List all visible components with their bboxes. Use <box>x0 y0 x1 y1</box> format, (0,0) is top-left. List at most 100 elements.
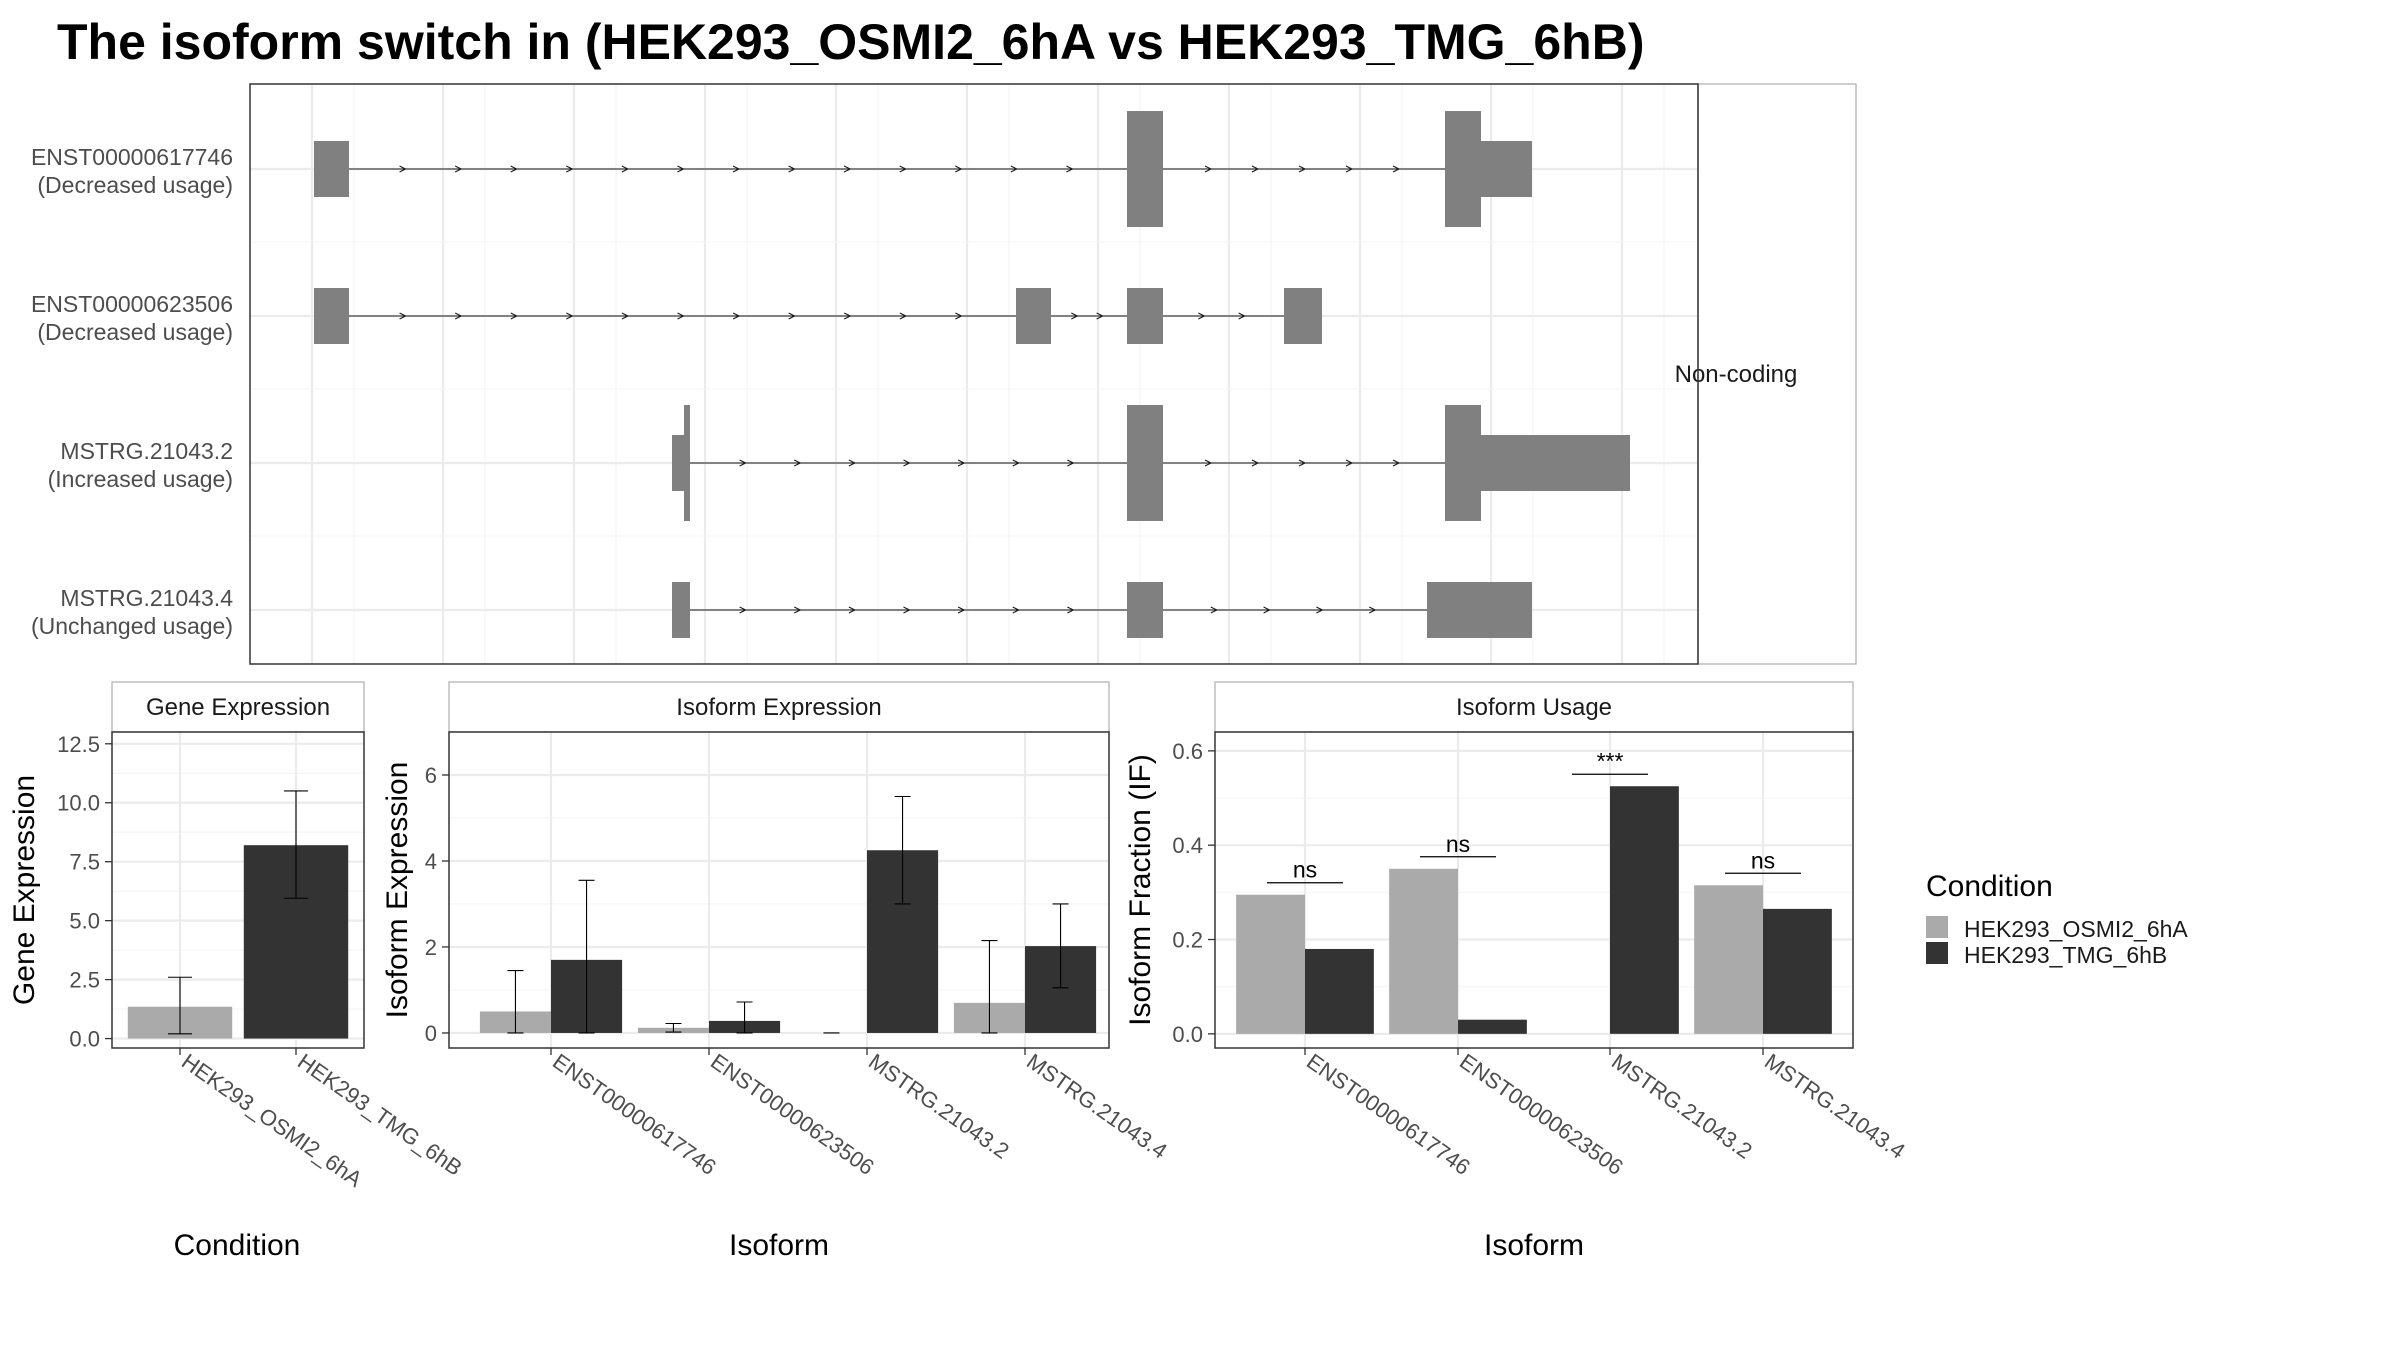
isoform-expression-xtick-label: ENST00000623506 <box>706 1049 879 1180</box>
isoform-expression-xtick-label: ENST00000617746 <box>548 1049 721 1180</box>
isoform-usage-significance-label: ns <box>1751 847 1775 873</box>
isoform-usage-panel-border <box>1214 731 1854 1049</box>
structure-strip-background <box>1697 83 1857 665</box>
intron-arrow <box>510 165 518 173</box>
intron-arrow <box>454 165 463 173</box>
intron-arrow <box>844 312 852 320</box>
transcript-usage-label: (Increased usage) <box>48 466 233 492</box>
intron-arrow <box>955 165 963 173</box>
isoform-usage-bar <box>1458 1019 1527 1034</box>
intron-arrow <box>1067 606 1075 614</box>
intron-arrow <box>1012 459 1020 467</box>
transcript-name-label: MSTRG.21043.2 <box>60 438 233 464</box>
exon-block <box>1445 405 1481 521</box>
intron-arrow <box>1263 606 1271 614</box>
legend-label-osmi2: HEK293_OSMI2_6hA <box>1964 916 2188 942</box>
intron-arrow <box>732 165 741 173</box>
intron-arrow <box>677 165 685 173</box>
intron-arrow <box>739 459 747 467</box>
intron-arrow <box>1298 165 1307 173</box>
intron-arrow <box>955 312 963 320</box>
intron-arrow <box>1066 165 1074 173</box>
intron-arrow <box>899 312 908 320</box>
intron-arrow <box>1012 606 1020 614</box>
legend-label-tmg: HEK293_TMG_6hB <box>1964 942 2167 968</box>
intron-arrow <box>788 165 796 173</box>
transcript-usage-label: (Decreased usage) <box>37 319 233 345</box>
intron-arrow <box>454 312 463 320</box>
intron-arrow <box>566 165 574 173</box>
isoform-usage-xtick-label: ENST00000623506 <box>1455 1049 1628 1180</box>
intron-arrow <box>1251 459 1260 467</box>
intron-arrow <box>957 606 966 614</box>
intron-arrow <box>1345 165 1354 173</box>
isoform-expression-ytick-label: 4 <box>425 849 437 874</box>
isoform-usage-xtick-label: MSTRG.21043.4 <box>1760 1049 1910 1164</box>
legend-title: Condition <box>1926 870 2053 903</box>
isoform-usage-x-axis-title: Isoform <box>1484 1229 1584 1262</box>
isoform-expression-chart: Isoform Expression 0 2 4 6 ENST00000617746ENS… <box>381 681 1172 1262</box>
intron-arrow <box>1392 459 1401 467</box>
gene-expression-ytick-label: 12.5 <box>57 732 100 757</box>
isoform-usage-ytick-label: 0.0 <box>1172 1022 1203 1047</box>
exon-block <box>1016 288 1051 344</box>
intron-arrow <box>903 606 911 614</box>
transcript-name-label: ENST00000617746 <box>31 144 233 170</box>
gene-expression-ytick-label: 5.0 <box>69 909 100 934</box>
isoform-usage-ytick-label: 0.2 <box>1172 928 1203 953</box>
isoform-expression-ytick-label: 6 <box>425 763 437 788</box>
isoform-expression-strip-title: Isoform Expression <box>676 694 881 721</box>
isoform-expression-xtick-label: MSTRG.21043.4 <box>1022 1049 1172 1164</box>
exon-block <box>314 288 349 344</box>
structure-panel-border <box>249 83 1699 665</box>
isoform-expression-xtick-label: MSTRG.21043.2 <box>864 1049 1014 1164</box>
gene-expression-ytick-label: 0.0 <box>69 1027 100 1052</box>
structure-strip-label: Non-coding <box>1675 361 1798 388</box>
intron-arrow <box>1316 606 1324 614</box>
gene-expression-ytick-label: 7.5 <box>69 850 100 875</box>
isoform-expression-panel-border <box>448 731 1110 1049</box>
isoform-usage-bar <box>1694 885 1763 1034</box>
transcript-name-label: MSTRG.21043.4 <box>60 585 233 611</box>
gene-expression-y-axis-title: Gene Expression <box>8 775 41 1005</box>
intron-arrow <box>1204 165 1213 173</box>
exon-block <box>672 582 690 638</box>
gene-expression-x-axis-title: Condition <box>174 1229 301 1262</box>
isoform-usage-bar <box>1389 868 1458 1034</box>
intron-arrow <box>1010 165 1019 173</box>
figure-title: The isoform switch in (HEK293_OSMI2_6hA … <box>57 14 1644 70</box>
intron-arrow <box>566 312 574 320</box>
legend-swatch-osmi2 <box>1926 916 1948 938</box>
intron-arrow <box>848 459 857 467</box>
intron-arrow <box>1298 459 1307 467</box>
isoform-usage-ytick-label: 0.6 <box>1172 739 1203 764</box>
isoform-usage-bar <box>1236 894 1305 1034</box>
intron-arrow <box>788 312 796 320</box>
isoform-usage-significance-label: ns <box>1446 831 1470 857</box>
intron-arrow <box>510 312 518 320</box>
intron-arrow <box>739 606 747 614</box>
intron-arrow <box>843 165 852 173</box>
exon-block <box>1284 288 1322 344</box>
legend-swatch-tmg <box>1926 942 1948 964</box>
intron-arrow <box>1210 606 1219 614</box>
exon-block <box>1127 288 1163 344</box>
isoform-expression-ytick-label: 2 <box>425 935 437 960</box>
intron-arrow <box>1096 312 1104 320</box>
intron-arrow <box>1067 459 1075 467</box>
intron-arrow <box>621 312 630 320</box>
intron-arrow <box>794 606 802 614</box>
exon-block <box>684 405 690 521</box>
gene-expression-panel-border <box>111 731 365 1049</box>
isoform-usage-ytick-label: 0.4 <box>1172 833 1203 858</box>
exon-block <box>1427 582 1532 638</box>
isoform-usage-significance-label: *** <box>1597 748 1624 774</box>
intron-arrow <box>1071 312 1079 320</box>
transcript-structure-panel: Non-coding ENST00000617746 (Decreased usa… <box>31 83 1857 665</box>
exon-block <box>1127 139 1135 199</box>
intron-arrow <box>1368 606 1377 614</box>
exon-block <box>1127 405 1163 521</box>
isoform-usage-bar <box>1305 948 1374 1034</box>
gene-expression-strip <box>111 681 365 733</box>
